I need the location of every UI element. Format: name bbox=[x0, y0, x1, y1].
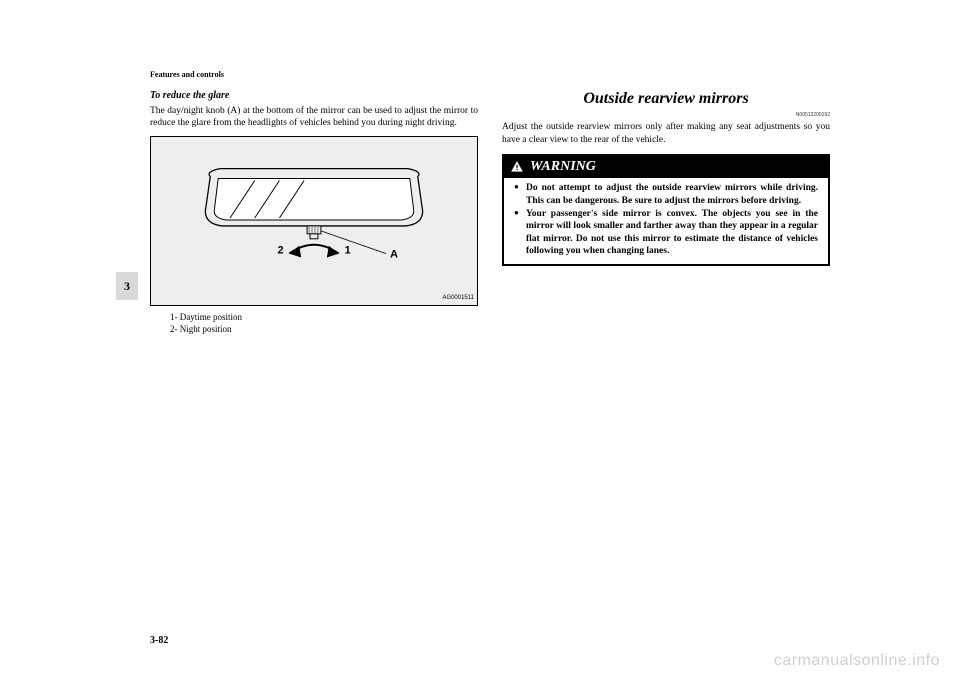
page-content: Features and controls To reduce the glar… bbox=[150, 70, 830, 630]
left-column: To reduce the glare The day/night knob (… bbox=[150, 89, 478, 337]
figure-legend: 1- Daytime position 2- Night position bbox=[170, 312, 478, 336]
right-column: Outside rearview mirrors N00512200192 Ad… bbox=[502, 89, 830, 337]
right-paragraph: Adjust the outside rearview mirrors only… bbox=[502, 121, 830, 146]
mirror-figure: 2 1 A AG0001511 bbox=[150, 136, 478, 306]
left-paragraph: The day/night knob (A) at the bottom of … bbox=[150, 105, 478, 130]
page-number: 3-82 bbox=[150, 635, 168, 646]
legend-num: 2- bbox=[170, 324, 178, 334]
chapter-tab: 3 bbox=[116, 272, 138, 300]
watermark: carmanualsonline.info bbox=[774, 652, 940, 670]
label-a: A bbox=[390, 248, 398, 260]
legend-num: 1- bbox=[170, 312, 178, 322]
warning-item: Do not attempt to adjust the outside rea… bbox=[514, 182, 818, 207]
right-title: Outside rearview mirrors bbox=[502, 89, 830, 110]
warning-label: WARNING bbox=[530, 158, 596, 176]
label-1: 1 bbox=[345, 244, 351, 256]
left-subheading: To reduce the glare bbox=[150, 89, 478, 102]
doc-code: N00512200192 bbox=[502, 112, 830, 119]
section-header: Features and controls bbox=[150, 70, 830, 79]
label-2: 2 bbox=[277, 244, 283, 256]
warning-header: WARNING bbox=[504, 156, 828, 178]
figure-id: AG0001511 bbox=[442, 295, 474, 303]
warning-item: Your passenger's side mirror is convex. … bbox=[514, 208, 818, 257]
columns: To reduce the glare The day/night knob (… bbox=[150, 89, 830, 337]
legend-row: 2- Night position bbox=[170, 324, 478, 336]
legend-text: Daytime position bbox=[180, 312, 242, 322]
legend-text: Night position bbox=[180, 324, 232, 334]
mirror-svg: 2 1 A bbox=[151, 137, 477, 305]
warning-icon bbox=[510, 160, 524, 174]
warning-body: Do not attempt to adjust the outside rea… bbox=[504, 178, 828, 264]
legend-row: 1- Daytime position bbox=[170, 312, 478, 324]
warning-box: WARNING Do not attempt to adjust the out… bbox=[502, 154, 830, 266]
